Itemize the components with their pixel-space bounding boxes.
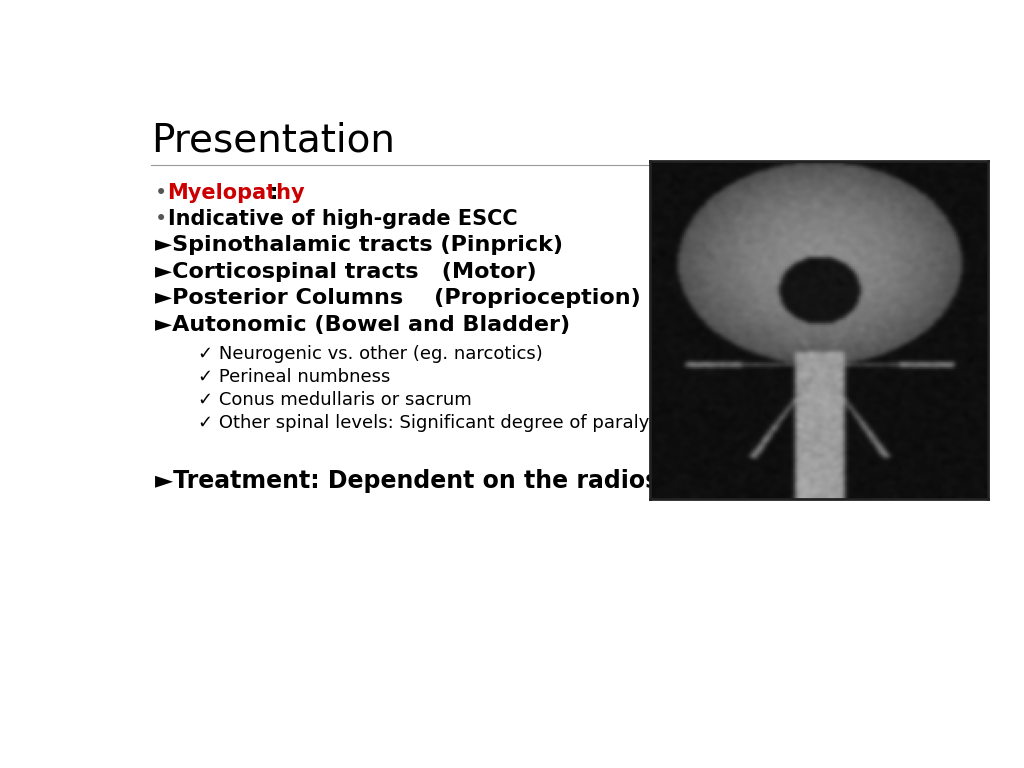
Text: ✓ Other spinal levels: Significant degree of paralysis: ✓ Other spinal levels: Significant degre… <box>198 414 673 432</box>
Text: ✓ Perineal numbness: ✓ Perineal numbness <box>198 368 390 386</box>
Text: ►Corticospinal tracts   (Motor): ►Corticospinal tracts (Motor) <box>155 262 537 282</box>
Text: Presentation: Presentation <box>152 121 395 160</box>
Text: :: : <box>270 183 279 203</box>
Text: ►Autonomic (Bowel and Bladder): ►Autonomic (Bowel and Bladder) <box>155 316 570 336</box>
Text: ✓ Conus medullaris or sacrum: ✓ Conus medullaris or sacrum <box>198 391 471 409</box>
Text: •: • <box>155 183 167 203</box>
Text: ✓ Neurogenic vs. other (eg. narcotics): ✓ Neurogenic vs. other (eg. narcotics) <box>198 345 543 362</box>
Text: ►Spinothalamic tracts (Pinprick): ►Spinothalamic tracts (Pinprick) <box>155 235 563 256</box>
Text: •: • <box>155 209 167 229</box>
Text: ►Posterior Columns    (Proprioception): ►Posterior Columns (Proprioception) <box>155 288 641 308</box>
Text: Myelopathy: Myelopathy <box>168 183 305 203</box>
Text: Indicative of high-grade ESCC: Indicative of high-grade ESCC <box>168 209 517 229</box>
Text: ►Treatment: Dependent on the radiosensitivity of the tumor: ►Treatment: Dependent on the radiosensit… <box>155 469 961 494</box>
